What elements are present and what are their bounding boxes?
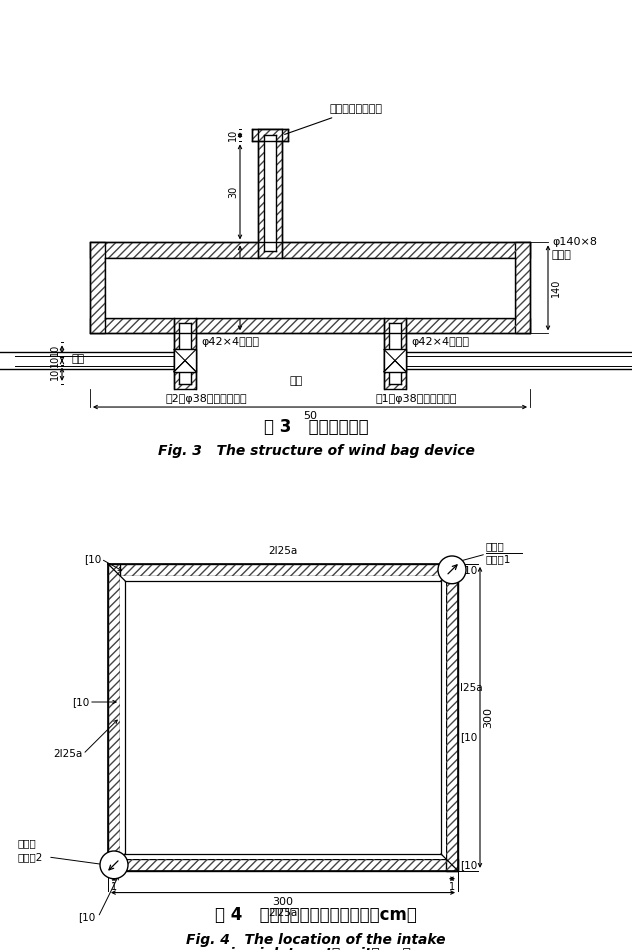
Bar bbox=[384, 350, 406, 371]
Text: [10: [10 bbox=[84, 554, 101, 564]
Bar bbox=[174, 318, 196, 389]
Text: 10: 10 bbox=[50, 368, 60, 380]
Text: 10: 10 bbox=[228, 282, 238, 294]
Bar bbox=[108, 564, 120, 871]
Bar bbox=[264, 135, 276, 252]
Bar bbox=[258, 129, 282, 257]
Text: [10: [10 bbox=[460, 565, 477, 575]
Text: 图 3   风包装置构造: 图 3 风包装置构造 bbox=[264, 418, 368, 436]
Text: φ42×4圆钢管: φ42×4圆钢管 bbox=[411, 337, 469, 348]
Text: 阀门: 阀门 bbox=[290, 375, 303, 386]
Text: 2I25a: 2I25a bbox=[269, 908, 298, 919]
Text: 10: 10 bbox=[50, 343, 60, 355]
Text: 300: 300 bbox=[272, 897, 293, 906]
Circle shape bbox=[100, 851, 128, 879]
Text: [10: [10 bbox=[78, 912, 95, 922]
Text: Fig. 4   The location of the intake: Fig. 4 The location of the intake bbox=[186, 933, 446, 947]
Text: 10: 10 bbox=[228, 129, 238, 142]
Text: [10: [10 bbox=[460, 732, 477, 742]
Bar bbox=[174, 318, 196, 389]
Text: 140: 140 bbox=[551, 278, 561, 297]
Text: [10: [10 bbox=[460, 860, 477, 870]
Bar bbox=[252, 129, 288, 142]
Bar bbox=[252, 129, 288, 142]
Bar bbox=[90, 242, 105, 333]
Text: 1: 1 bbox=[449, 882, 455, 892]
Bar bbox=[515, 242, 530, 333]
Text: 按1号φ38钢丝高压胶管: 按1号φ38钢丝高压胶管 bbox=[375, 394, 456, 404]
Text: 50: 50 bbox=[303, 411, 317, 421]
Text: 10: 10 bbox=[50, 354, 60, 367]
Bar bbox=[258, 129, 282, 257]
Bar bbox=[108, 564, 120, 871]
Text: φ140×8: φ140×8 bbox=[552, 238, 597, 247]
Text: 进气管: 进气管 bbox=[486, 542, 505, 551]
Bar bbox=[384, 318, 406, 389]
Text: 2I25a: 2I25a bbox=[53, 750, 82, 759]
Text: 2I25a: 2I25a bbox=[269, 546, 298, 556]
Text: I25a: I25a bbox=[460, 683, 483, 693]
Text: 圆钢管: 圆钢管 bbox=[552, 251, 572, 260]
Text: φ42×4圆钢管: φ42×4圆钢管 bbox=[288, 268, 346, 277]
Text: [10: [10 bbox=[72, 697, 89, 707]
Bar bbox=[90, 242, 105, 333]
Text: 配空压机阀门螺纹: 配空压机阀门螺纹 bbox=[284, 104, 383, 134]
Text: 进气管: 进气管 bbox=[18, 838, 37, 848]
Text: Fig. 3   The structure of wind bag device: Fig. 3 The structure of wind bag device bbox=[157, 445, 475, 459]
Text: 图 4   进气管进气口位置（单位；cm）: 图 4 进气管进气口位置（单位；cm） bbox=[215, 906, 417, 924]
Bar bbox=[90, 242, 530, 257]
Bar bbox=[90, 318, 530, 333]
Bar bbox=[384, 318, 406, 389]
Text: 30: 30 bbox=[228, 186, 238, 198]
Text: 阀门: 阀门 bbox=[72, 353, 85, 364]
Text: 300: 300 bbox=[483, 707, 493, 728]
Text: φ42×4圆钢管: φ42×4圆钢管 bbox=[201, 337, 259, 348]
Bar bbox=[174, 350, 196, 371]
Text: 进气口1: 进气口1 bbox=[486, 554, 511, 564]
Circle shape bbox=[438, 556, 466, 583]
Bar bbox=[515, 242, 530, 333]
Text: 1: 1 bbox=[111, 882, 117, 892]
Bar bbox=[108, 859, 458, 871]
Bar bbox=[389, 323, 401, 384]
Bar bbox=[108, 564, 458, 576]
Bar bbox=[446, 564, 458, 871]
Bar bbox=[179, 323, 191, 384]
Text: pipe inlet port（unit；cm）: pipe inlet port（unit；cm） bbox=[221, 947, 411, 950]
Text: 进气口2: 进气口2 bbox=[18, 852, 44, 862]
Bar bbox=[90, 318, 530, 333]
Bar bbox=[105, 257, 515, 318]
Text: 按2号φ38钢丝高压胶管: 按2号φ38钢丝高压胶管 bbox=[165, 394, 246, 404]
Bar bbox=[120, 576, 446, 859]
Bar bbox=[108, 859, 458, 871]
Bar bbox=[446, 564, 458, 871]
Bar bbox=[90, 242, 530, 257]
Bar bbox=[108, 564, 458, 576]
